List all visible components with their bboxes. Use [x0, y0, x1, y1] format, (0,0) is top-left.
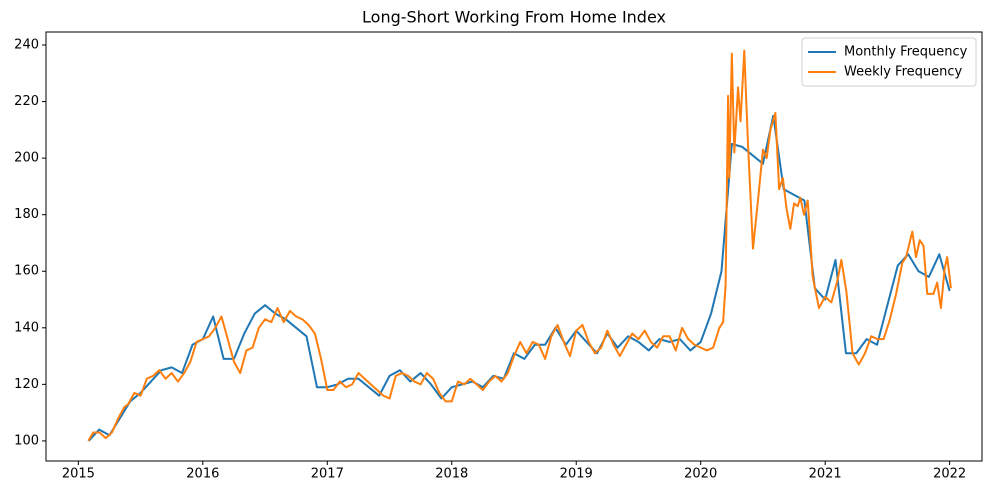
y-tick-label: 200: [14, 151, 39, 166]
y-tick-label: 220: [14, 94, 39, 109]
legend-label: Weekly Frequency: [844, 65, 963, 80]
x-tick-label: 2021: [809, 467, 842, 482]
legend-label: Monthly Frequency: [844, 45, 968, 60]
y-tick-label: 240: [14, 38, 39, 53]
y-tick-label: 160: [14, 264, 39, 279]
series-line: [87, 114, 951, 442]
x-tick-label: 2016: [186, 467, 219, 482]
plot-frame: [45, 31, 983, 462]
x-tick-label: 2022: [933, 467, 966, 482]
y-tick-label: 140: [14, 320, 39, 335]
y-tick-label: 120: [14, 377, 39, 392]
legend-box: [801, 37, 977, 87]
y-tick-label: 180: [14, 207, 39, 222]
x-tick-label: 2020: [684, 467, 717, 482]
x-tick-label: 2019: [560, 467, 593, 482]
x-tick-label: 2018: [435, 467, 468, 482]
chart-title: Long-Short Working From Home Index: [362, 8, 666, 27]
series-line: [87, 49, 952, 442]
x-tick-label: 2017: [311, 467, 344, 482]
x-tick-label: 2015: [62, 467, 95, 482]
y-tick-label: 100: [14, 433, 39, 448]
